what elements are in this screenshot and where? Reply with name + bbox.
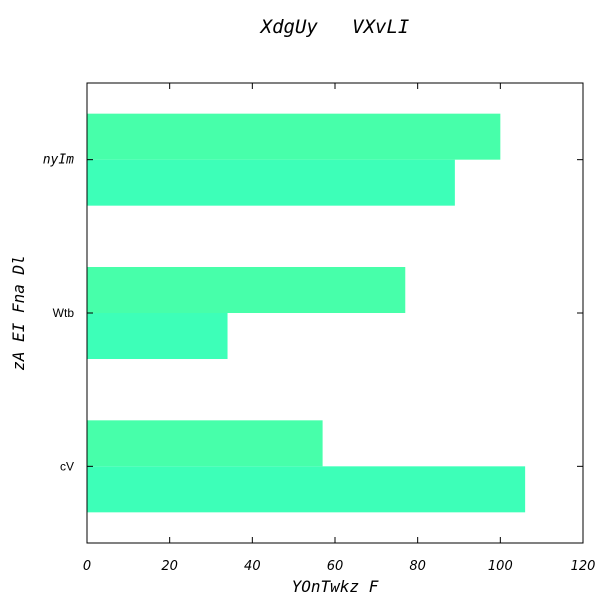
bar-cV-series-2 xyxy=(87,420,323,467)
bar-Wtb-series-2 xyxy=(87,267,406,313)
y-tick-label: Wtb xyxy=(53,306,75,320)
x-tick-label: 0 xyxy=(83,559,91,574)
x-tick-label: 100 xyxy=(488,559,513,574)
bar-nyIm-series-1 xyxy=(87,159,455,206)
x-tick-label: 20 xyxy=(161,559,178,574)
y-axis-label: zA EI Fna Dl xyxy=(9,255,28,371)
y-tick-label: cV xyxy=(60,459,74,473)
x-tick-label: 80 xyxy=(409,559,426,574)
x-tick-label: 40 xyxy=(244,559,261,574)
bar-cV-series-1 xyxy=(87,466,526,513)
bars-layer xyxy=(87,113,526,513)
bar-Wtb-series-1 xyxy=(87,313,228,359)
y-tick-label: nyIm xyxy=(43,153,74,168)
x-tick-label: 120 xyxy=(571,559,596,574)
x-axis-label: YOnTwkz F xyxy=(292,577,379,596)
bar-nyIm-series-2 xyxy=(87,113,501,160)
x-tick-label: 60 xyxy=(327,559,344,574)
chart-title: XdgUy VXvLI xyxy=(259,16,410,38)
ticks-layer: 0 20 40 60 80 100 120 cV Wtb nyIm xyxy=(43,83,596,574)
